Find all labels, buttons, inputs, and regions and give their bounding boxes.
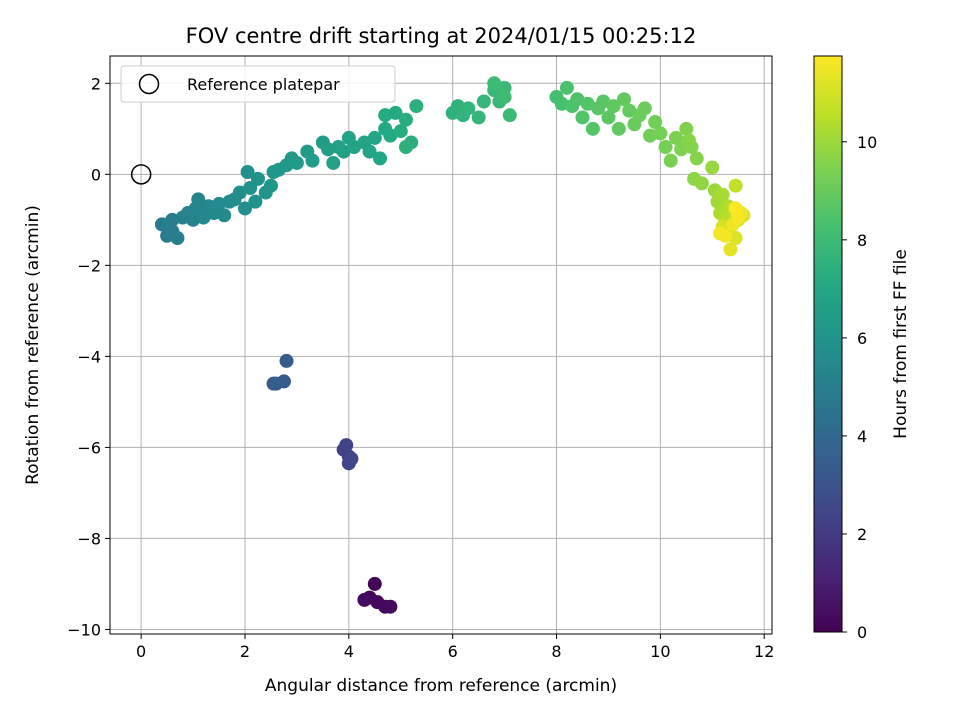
data-point-79: [487, 76, 502, 91]
y-tick-label-2: −6: [77, 438, 101, 457]
y-tick-label-4: −2: [77, 256, 101, 275]
data-point-14: [269, 376, 284, 391]
data-point-101: [653, 126, 668, 141]
data-point-8: [339, 438, 354, 453]
y-axis-label: Rotation from reference (arcmin): [23, 205, 43, 485]
data-point-37: [243, 180, 258, 195]
data-point-78: [502, 108, 517, 123]
data-point-112: [705, 160, 720, 175]
chart-title: FOV centre drift starting at 2024/01/15 …: [186, 24, 697, 48]
data-point-25: [191, 192, 206, 207]
data-point-115: [715, 187, 730, 202]
data-point-102: [658, 140, 673, 155]
data-point-13: [279, 353, 294, 368]
reference-marker-group: [130, 164, 152, 185]
plot-frame: [109, 55, 773, 635]
data-point-58: [367, 130, 382, 145]
data-point-4: [383, 599, 398, 614]
colorbar-label: Hours from first FF file: [891, 249, 911, 439]
data-point-132: [728, 201, 743, 216]
data-point-74: [476, 94, 491, 109]
data-point-109: [681, 133, 696, 148]
x-tick-label-4: 8: [551, 642, 561, 661]
data-point-93: [611, 121, 626, 136]
colorbar-tick-label-2: 4: [857, 427, 867, 446]
data-point-19: [170, 231, 185, 246]
data-point-126: [723, 242, 738, 257]
data-point-111: [694, 176, 709, 191]
y-tick-label-0: −10: [67, 620, 101, 639]
legend-marker-reference: [138, 73, 160, 95]
data-point-104: [668, 130, 683, 145]
data-point-10: [344, 451, 359, 466]
x-tick-label-5: 10: [650, 642, 670, 661]
x-tick-label-3: 6: [448, 642, 458, 661]
data-point-64: [393, 124, 408, 139]
data-point-48: [305, 153, 320, 168]
x-axis-ticks: 0 2 4 6 8 10 12: [136, 634, 774, 661]
legend-box: [120, 65, 396, 103]
legend-entry-reference: Reference platepar: [187, 75, 340, 94]
data-point-88: [585, 121, 600, 136]
data-point-72: [461, 101, 476, 116]
data-point-98: [637, 101, 652, 116]
data-point-73: [471, 110, 486, 125]
y-tick-label-3: −4: [77, 347, 101, 366]
y-tick-label-6: 2: [91, 74, 101, 93]
data-point-35: [237, 201, 252, 216]
data-point-108: [689, 151, 704, 166]
data-point-106: [679, 121, 694, 136]
data-point-41: [263, 178, 278, 193]
data-point-103: [663, 153, 678, 168]
data-point-5: [357, 592, 372, 607]
y-axis-ticks: −10 −8 −6 −4 −2 0 2: [67, 74, 110, 639]
data-point-92: [606, 99, 621, 114]
grid: [110, 56, 772, 634]
x-tick-label-6: 12: [754, 642, 774, 661]
data-point-130: [713, 226, 728, 241]
data-point-63: [388, 105, 403, 120]
data-point-20: [160, 219, 175, 234]
x-tick-label-0: 0: [136, 642, 146, 661]
x-axis-label: Angular distance from reference (arcmin): [265, 676, 617, 696]
data-point-39: [250, 171, 265, 186]
data-point-80: [497, 89, 512, 104]
data-point-51: [326, 155, 341, 170]
data-point-91: [601, 110, 616, 125]
reference-platepar-marker: [130, 164, 152, 185]
data-point-38: [248, 194, 263, 209]
data-point-100: [648, 114, 663, 129]
colorbar: 0 2 4 6 8 10 Hours from first FF file: [813, 55, 911, 642]
data-point-46: [289, 155, 304, 170]
colorbar-tick-label-4: 8: [857, 231, 867, 250]
data-point-94: [617, 92, 632, 107]
colorbar-gradient: [813, 55, 843, 633]
data-point-83: [559, 80, 574, 95]
colorbar-tick-label-5: 10: [857, 133, 877, 152]
data-point-120: [728, 178, 743, 193]
legend: Reference platepar: [120, 65, 396, 103]
colorbar-tick-label-3: 6: [857, 329, 867, 348]
data-point-59: [372, 151, 387, 166]
data-point-57: [362, 144, 377, 159]
colorbar-ticks: 0 2 4 6 8 10: [842, 133, 877, 642]
data-point-36: [240, 165, 255, 180]
data-points: [154, 76, 751, 614]
data-point-65: [398, 112, 413, 127]
colorbar-tick-label-0: 0: [857, 623, 867, 642]
data-point-67: [409, 99, 424, 114]
y-tick-label-5: 0: [91, 165, 101, 184]
data-point-68: [398, 140, 413, 155]
data-point-31: [217, 208, 232, 223]
y-tick-label-1: −8: [77, 529, 101, 548]
data-point-0: [367, 576, 382, 591]
colorbar-tick-label-1: 2: [857, 525, 867, 544]
data-point-86: [575, 110, 590, 125]
x-tick-label-2: 4: [344, 642, 354, 661]
x-tick-label-1: 2: [240, 642, 250, 661]
